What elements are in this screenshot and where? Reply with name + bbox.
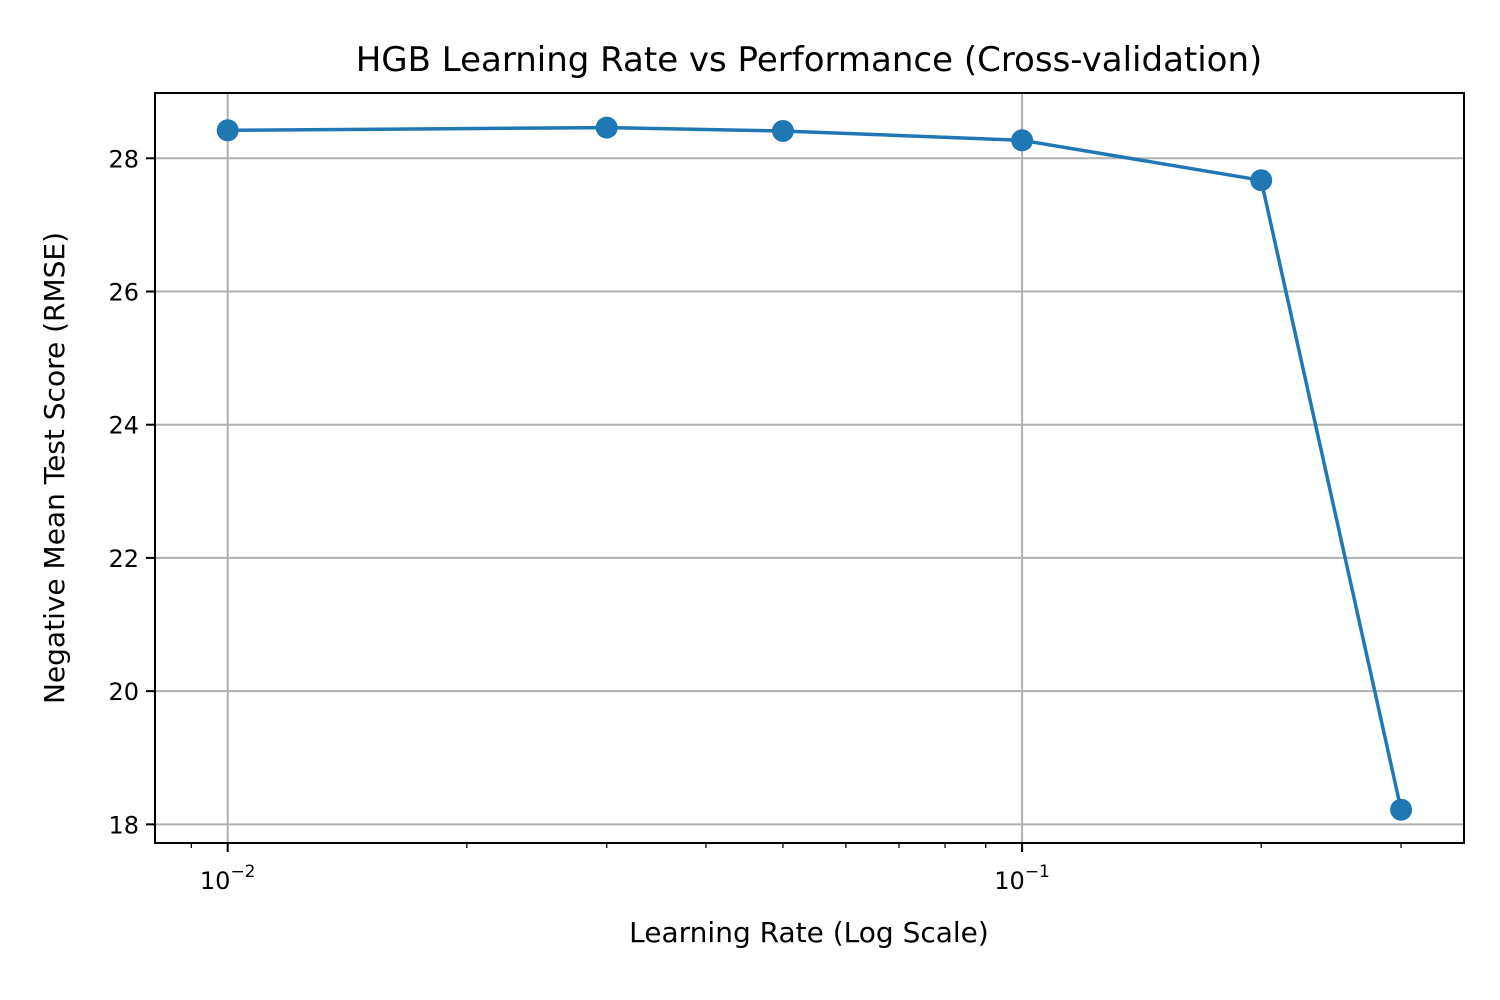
data-point-1 <box>595 116 618 139</box>
y-axis: 18 20 22 24 26 28 <box>108 145 155 839</box>
x-axis: 10−2 10−1 <box>190 843 1402 895</box>
x-axis-label: Learning Rate (Log Scale) <box>629 916 989 949</box>
data-point-5 <box>1390 798 1413 821</box>
x-tick-label-0: 10−2 <box>200 862 256 895</box>
data-point-0 <box>216 119 239 142</box>
chart-title: HGB Learning Rate vs Performance (Cross-… <box>356 40 1263 80</box>
y-tick-label-4: 26 <box>108 278 139 306</box>
data-point-3 <box>1011 129 1034 152</box>
series-line <box>227 125 1403 811</box>
plot-frame <box>154 92 1465 844</box>
data-point-2 <box>771 119 794 142</box>
y-tick-label-5: 28 <box>108 145 139 173</box>
y-tick-label-2: 22 <box>108 545 139 573</box>
y-tick-label-0: 18 <box>108 811 139 839</box>
data-point-4 <box>1250 169 1273 192</box>
y-tick-label-1: 20 <box>108 678 139 706</box>
grid <box>155 93 1464 843</box>
y-axis-label: Negative Mean Test Score (RMSE) <box>38 232 71 704</box>
data-points <box>216 116 1413 821</box>
x-tick-label-1: 10−1 <box>994 862 1050 895</box>
y-tick-label-3: 24 <box>108 412 139 440</box>
